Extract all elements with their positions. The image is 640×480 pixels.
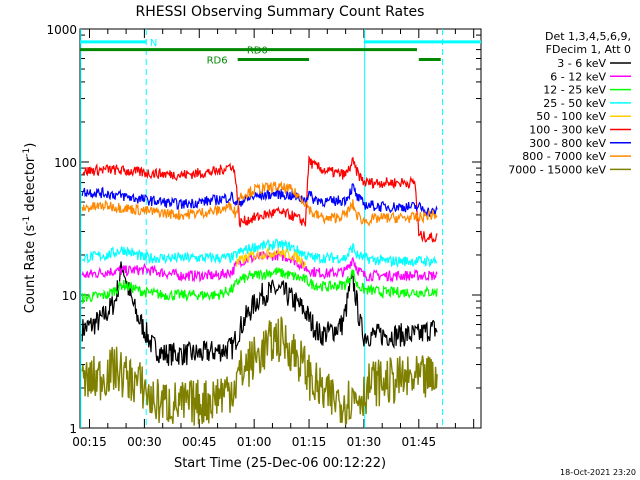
state-bar-label: RD0 [247, 46, 268, 57]
y-axis-label-mid: detector [23, 156, 38, 216]
series-line [81, 267, 438, 305]
state-bars: N RD0 RD6 [80, 38, 481, 66]
legend-item-label: 300 - 800 keV [529, 137, 606, 150]
series-line [81, 261, 438, 366]
legend-item-label: 12 - 25 keV [543, 84, 606, 97]
y-axis-label-main: Count Rate (s [23, 225, 38, 314]
y-tick-label: 10 [62, 289, 77, 303]
series-line [81, 155, 438, 243]
series-line [81, 180, 438, 227]
x-tick-label: 01:30 [347, 435, 382, 449]
legend-header-line-2: FDecim 1, Att 0 [546, 43, 631, 56]
x-tick-label: 00:45 [182, 435, 217, 449]
legend-item-label: 7000 - 15000 keV [508, 163, 606, 176]
state-bar-label: RD6 [207, 55, 228, 66]
state-bar-label: N [150, 38, 157, 49]
legend-item-label: 100 - 300 keV [529, 124, 606, 137]
plot-frame [79, 28, 482, 429]
y-axis-label-sup2: -1 [22, 148, 32, 157]
legend-item-label: 800 - 7000 keV [522, 150, 606, 163]
series-line [81, 316, 438, 426]
vertical-markers [80, 29, 444, 428]
y-axis-label: Count Rate (s-1 detector-1) [22, 143, 38, 314]
y-tick-labels: 1 10 100 1000 [46, 23, 77, 436]
x-tick-label: 00:30 [127, 435, 162, 449]
y-axis-label-end: ) [23, 143, 38, 148]
legend-item-label: 3 - 6 keV [557, 57, 606, 70]
x-tick-label: 00:15 [72, 435, 107, 449]
x-axis-label: Start Time (25-Dec-06 00:12:22) [174, 456, 386, 471]
chart-title: RHESSI Observing Summary Count Rates [136, 4, 425, 20]
x-tick-label: 01:00 [237, 435, 272, 449]
axis-ticks [80, 29, 481, 429]
legend-header-line-1: Det 1,3,4,5,6,9, [545, 30, 631, 43]
legend: Det 1,3,4,5,6,9, FDecim 1, Att 0 3 - 6 k… [508, 30, 631, 176]
y-tick-label: 1000 [46, 23, 77, 37]
y-tick-label: 1 [69, 422, 77, 436]
series-line [81, 183, 438, 217]
series-line [235, 245, 306, 269]
series-line [81, 238, 438, 268]
legend-item-label: 25 - 50 keV [543, 97, 606, 110]
x-tick-labels: 00:15 00:30 00:45 01:00 01:15 01:30 01:45 [72, 435, 436, 449]
footer-timestamp: 18-Oct-2021 23:20 [560, 468, 636, 477]
y-tick-label: 100 [54, 156, 77, 170]
legend-item-label: 50 - 100 keV [536, 110, 606, 123]
legend-item-label: 6 - 12 keV [550, 70, 606, 83]
x-tick-label: 01:15 [292, 435, 327, 449]
x-tick-label: 01:45 [402, 435, 437, 449]
y-axis-label-sup1: -1 [22, 216, 32, 225]
series-line [81, 250, 438, 283]
series-lines [81, 155, 438, 426]
